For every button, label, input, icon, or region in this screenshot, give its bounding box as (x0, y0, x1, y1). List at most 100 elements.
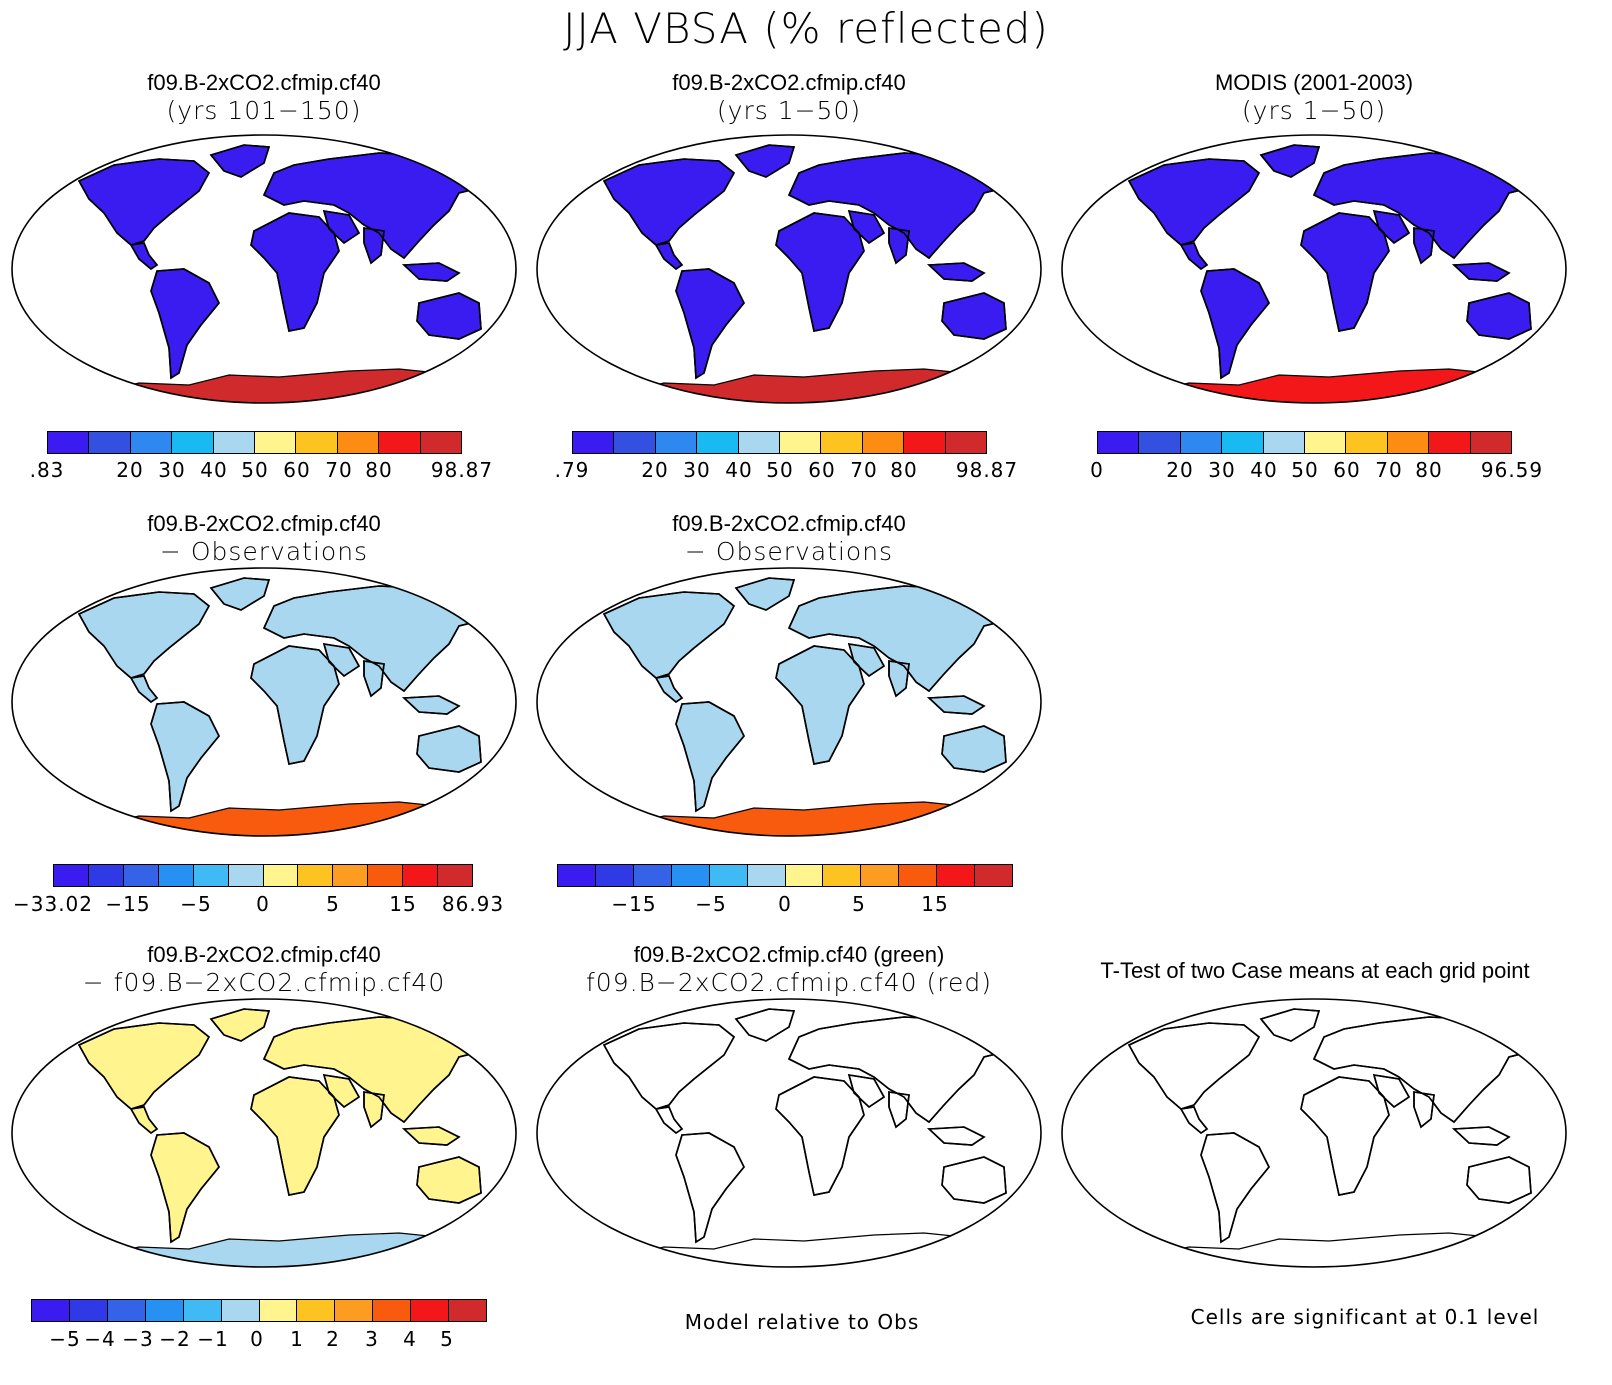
colorbar-tick-label: 70 (850, 458, 878, 482)
colorbar-swatch (780, 432, 822, 453)
colorbar-swatch (379, 432, 421, 453)
colorbar-swatch (595, 865, 634, 886)
colorbar-swatch (823, 865, 862, 886)
colorbar-swatch (1222, 432, 1264, 453)
map-case1 (10, 133, 518, 405)
colorbar-tick-label: .79 (554, 458, 590, 482)
colorbar-tick-label: 5 (852, 892, 866, 916)
colorbar-tick-label: 80 (365, 458, 393, 482)
colorbar-swatch (899, 865, 938, 886)
colorbar-tick-label: 98.87 (430, 458, 494, 482)
colorbar-swatch (298, 865, 334, 886)
panel-note-rel: Model relative to Obs (684, 1310, 920, 1334)
colorbar-tick-label: 70 (1375, 458, 1403, 482)
colorbar-swatch (1180, 432, 1223, 453)
colorbar-tick-label: 0 (250, 1327, 264, 1351)
panel-title-ttest: T-Test of two Case means at each grid po… (1035, 958, 1595, 984)
colorbar-swatch (89, 432, 131, 453)
colorbar-tick-label: −15 (105, 892, 151, 916)
colorbar-swatch (975, 865, 1013, 886)
colorbar-diff1 (53, 864, 473, 887)
colorbar-swatch (88, 865, 124, 886)
panel-title-diff1: f09.B-2xCO2.cfmip.cf40− Observations (10, 511, 518, 566)
map-diff2 (535, 566, 1043, 838)
colorbar-tick-label: 15 (389, 892, 417, 916)
colorbar-tick-label: 80 (890, 458, 918, 482)
colorbar-swatch (945, 432, 987, 453)
colorbar-swatch (32, 1300, 70, 1321)
colorbar-swatch (333, 865, 369, 886)
colorbar-tick-label: 1 (290, 1327, 304, 1351)
panel-title-case2: f09.B-2xCO2.cfmip.cf40 (yrs 1−50) (535, 70, 1043, 125)
colorbar-swatch (558, 865, 596, 886)
panel-title-line2: − Observations (684, 537, 894, 566)
map-obs (1060, 133, 1568, 405)
colorbar-swatch (671, 865, 710, 886)
colorbar-swatch (158, 865, 194, 886)
colorbar-tick-label: −33.02 (12, 892, 94, 916)
panel-title-line2: − Observations (159, 537, 369, 566)
colorbar-tick-label: 20 (641, 458, 669, 482)
colorbar-swatch (335, 1300, 374, 1321)
colorbar-swatch (1387, 432, 1430, 453)
colorbar-tick-label: 30 (683, 458, 711, 482)
colorbar-swatch (697, 432, 739, 453)
panel-title-rel: f09.B-2xCO2.cfmip.cf40 (green) f09.B−2xCO… (535, 942, 1043, 997)
panel-note-ttest: Cells are significant at 0.1 level (1190, 1305, 1540, 1329)
colorbar-tick-label: 50 (1291, 458, 1319, 482)
colorbar-swatch (228, 865, 264, 886)
colorbar-swatch (1139, 432, 1181, 453)
colorbar-diff3 (31, 1299, 487, 1322)
colorbar-swatch (411, 1300, 450, 1321)
panel-title-obs: MODIS (2001-2003) (yrs 1−50) (1060, 70, 1568, 125)
colorbar-tick-label: 0 (1090, 458, 1104, 482)
panel-title-line1: f09.B-2xCO2.cfmip.cf40 (672, 70, 906, 95)
colorbar-ticks-diff1: −33.02 −15 −5 0 5 15 86.93 (0, 892, 1612, 918)
figure-title: JJA VBSA (% reflected) (563, 4, 1049, 53)
colorbar-swatch (614, 432, 656, 453)
colorbar-case1 (47, 431, 462, 454)
colorbar-tick-label: 20 (1166, 458, 1194, 482)
colorbar-diff2 (557, 864, 1013, 887)
colorbar-swatch (368, 865, 404, 886)
colorbar-tick-label: 5 (326, 892, 340, 916)
colorbar-tick-label: 70 (325, 458, 353, 482)
colorbar-swatch (183, 1300, 222, 1321)
colorbar-tick-label: .83 (29, 458, 65, 482)
colorbar-tick-label: 98.87 (955, 458, 1019, 482)
colorbar-tick-label: −5 (180, 892, 212, 916)
panel-title-line2: (yrs 1−50) (716, 96, 862, 125)
colorbar-swatch (48, 432, 90, 453)
colorbar-tick-label: 5 (440, 1327, 454, 1351)
colorbar-swatch (337, 432, 380, 453)
panel-title-line1: MODIS (2001-2003) (1214, 70, 1414, 95)
colorbar-obs (1097, 431, 1512, 454)
panel-title-case1: f09.B-2xCO2.cfmip.cf40 (yrs 101−150) (10, 70, 518, 125)
colorbar-swatch (107, 1300, 146, 1321)
map-case2 (535, 133, 1043, 405)
panel-title-line1: f09.B-2xCO2.cfmip.cf40 (147, 511, 381, 536)
colorbar-tick-label: 0 (256, 892, 270, 916)
panel-title-diff3: f09.B-2xCO2.cfmip.cf40− f09.B−2xCO2.cfmi… (10, 942, 518, 997)
colorbar-tick-label: −1 (197, 1327, 229, 1351)
colorbar-swatch (1263, 432, 1306, 453)
colorbar-swatch (438, 865, 473, 886)
colorbar-tick-label: 4 (403, 1327, 417, 1351)
colorbar-tick-label: 50 (241, 458, 269, 482)
colorbar-tick-label: 30 (158, 458, 186, 482)
colorbar-tick-label: 40 (1250, 458, 1278, 482)
colorbar-swatch (373, 1300, 412, 1321)
panel-title-line2: (yrs 1−50) (1241, 96, 1387, 125)
map-diff1 (10, 566, 518, 838)
colorbar-tick-label: 2 (326, 1327, 340, 1351)
colorbar-tick-label: 60 (1333, 458, 1361, 482)
colorbar-tick-label: 80 (1415, 458, 1443, 482)
colorbar-tick-label: 60 (283, 458, 311, 482)
colorbar-tick-label: 50 (766, 458, 794, 482)
colorbar-swatch (738, 432, 781, 453)
colorbar-swatch (255, 432, 297, 453)
colorbar-ticks-diff3: −5 −4 −3 −2 −1 0 1 2 3 4 5 (0, 1327, 1612, 1353)
panel-title-line2: f09.B−2xCO2.cfmip.cf40 (red) (585, 968, 992, 997)
panel-title-line1: f09.B-2xCO2.cfmip.cf40 (147, 942, 381, 967)
colorbar-tick-label: 3 (365, 1327, 379, 1351)
